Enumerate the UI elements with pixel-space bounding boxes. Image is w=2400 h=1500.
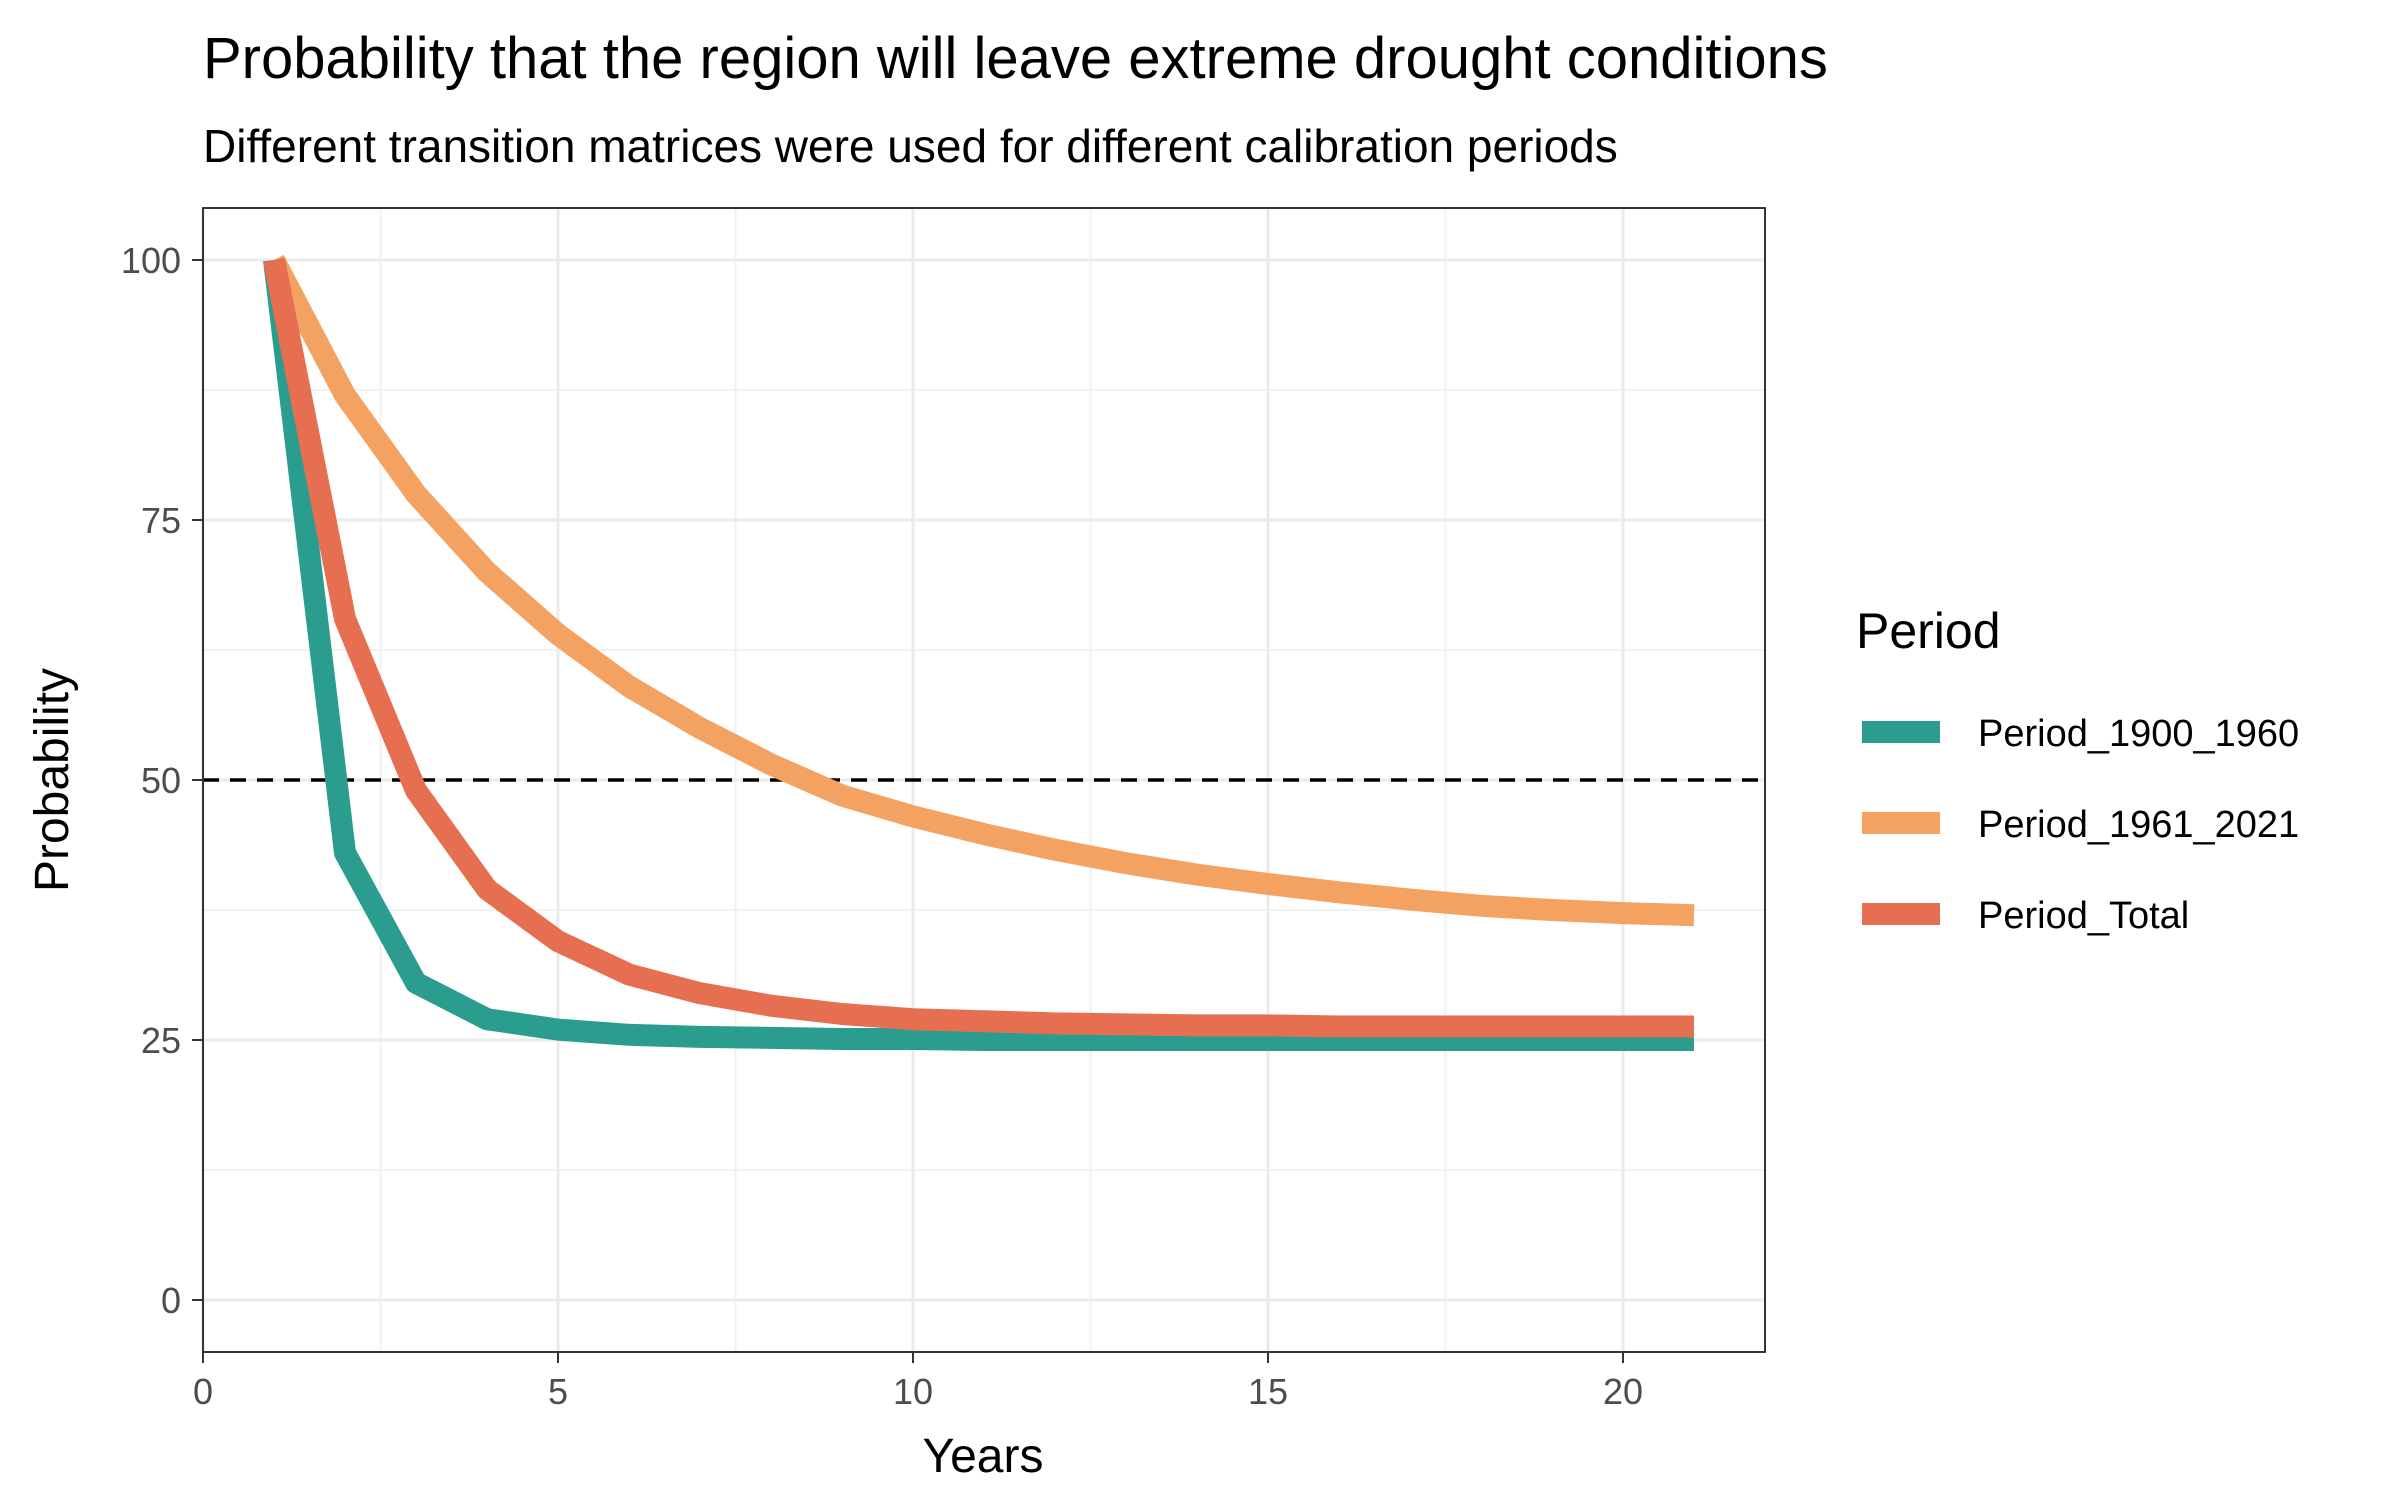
y-tick-label: 75	[141, 500, 181, 541]
x-tick-label: 0	[193, 1371, 213, 1412]
x-tick-label: 20	[1603, 1371, 1643, 1412]
legend: Period Period_1900_1960Period_1961_2021P…	[1856, 603, 2299, 937]
x-tick-label: 10	[893, 1371, 933, 1412]
series-group	[263, 254, 1695, 1051]
legend-label-period-1900-1960: Period_1900_1960	[1978, 713, 2299, 755]
y-tick-label: 100	[121, 240, 181, 281]
y-axis-ticks: 0 25 50 75 100	[121, 240, 203, 1321]
legend-label-period-1961-2021: Period_1961_2021	[1978, 804, 2299, 846]
series-line-period-1900-1960	[263, 258, 1694, 1051]
chart-subtitle: Different transition matrices were used …	[203, 120, 1618, 172]
series-line-period-1961-2021	[264, 254, 1695, 927]
x-axis-ticks: 0 5 10 15 20	[193, 1352, 1643, 1412]
series-line-period-total	[263, 257, 1694, 1038]
y-tick-label: 0	[161, 1280, 181, 1321]
legend-label-period-total: Period_Total	[1978, 895, 2189, 937]
chart-title: Probability that the region will leave e…	[203, 26, 1828, 91]
y-axis-title: Probability	[26, 668, 79, 892]
x-tick-label: 5	[548, 1371, 568, 1412]
y-tick-label: 50	[141, 760, 181, 801]
grid-minor	[203, 208, 1765, 1352]
legend-title: Period	[1856, 603, 2001, 659]
x-tick-label: 15	[1248, 1371, 1288, 1412]
x-axis-title: Years	[923, 1430, 1044, 1483]
y-tick-label: 25	[141, 1020, 181, 1061]
legend-items: Period_1900_1960 Period_1961_2021 Period_T…	[1862, 713, 2299, 937]
